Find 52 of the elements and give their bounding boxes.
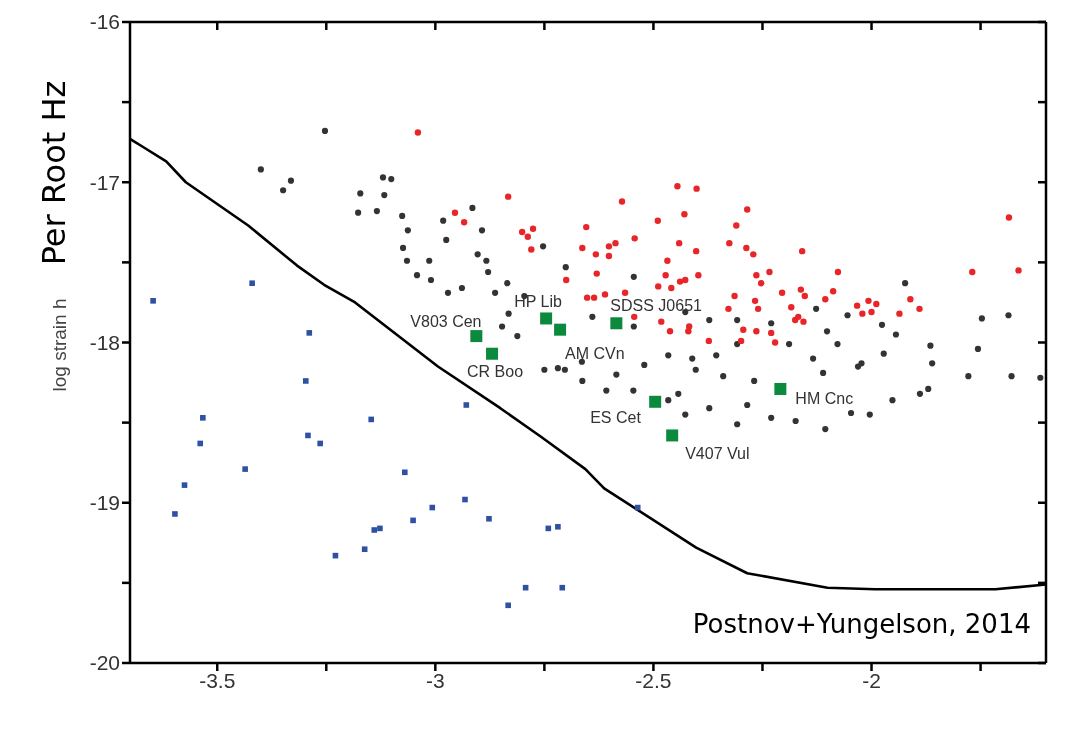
point	[371, 527, 378, 533]
y-tick-label: -19	[89, 491, 120, 515]
annotation: HM Cnc	[795, 390, 854, 408]
y-axis-title: log strain h	[49, 298, 71, 392]
annotation: V803 Cen	[410, 312, 482, 330]
point	[559, 584, 566, 591]
point	[486, 515, 492, 522]
point	[774, 382, 787, 395]
point	[429, 504, 436, 511]
point	[554, 323, 567, 336]
y-tick-label: -17	[89, 170, 120, 194]
point	[249, 280, 255, 287]
y-tick-label: -18	[89, 330, 120, 354]
point	[181, 482, 188, 488]
point	[410, 517, 416, 524]
x-tick-label: -3	[425, 668, 445, 692]
point	[368, 416, 375, 423]
x-tick-label: -2.5	[635, 668, 672, 692]
point	[306, 330, 313, 336]
annotation: CR Boo	[467, 363, 524, 381]
point	[505, 602, 511, 609]
point	[486, 347, 499, 360]
point	[317, 440, 323, 447]
point	[172, 511, 178, 517]
point	[305, 432, 311, 439]
text: Per Root Hz	[35, 80, 73, 266]
annotation: V407 Vul	[685, 444, 750, 462]
point	[377, 525, 383, 532]
annotation: AM CVn	[565, 345, 625, 363]
annotation: Postnov+Yungelson, 2014	[692, 609, 1031, 639]
point	[150, 298, 156, 304]
point	[361, 546, 368, 553]
point	[200, 415, 206, 421]
point	[197, 440, 204, 447]
point	[666, 429, 679, 442]
point	[402, 469, 408, 476]
point	[470, 330, 483, 343]
point	[242, 466, 248, 472]
point	[555, 523, 561, 530]
point	[634, 504, 641, 511]
y-tick-label: -16	[89, 10, 120, 34]
point	[462, 496, 468, 503]
point	[463, 402, 470, 408]
x-tick-label: -2	[862, 668, 881, 692]
point	[540, 312, 553, 325]
point	[302, 378, 309, 384]
annotation: ES Cet	[590, 409, 642, 427]
point	[610, 317, 623, 330]
x-tick-label: -3.5	[199, 668, 236, 692]
point	[649, 395, 662, 408]
annotation: SDSS J0651	[610, 296, 703, 314]
y-tick-label: -20	[89, 651, 120, 675]
